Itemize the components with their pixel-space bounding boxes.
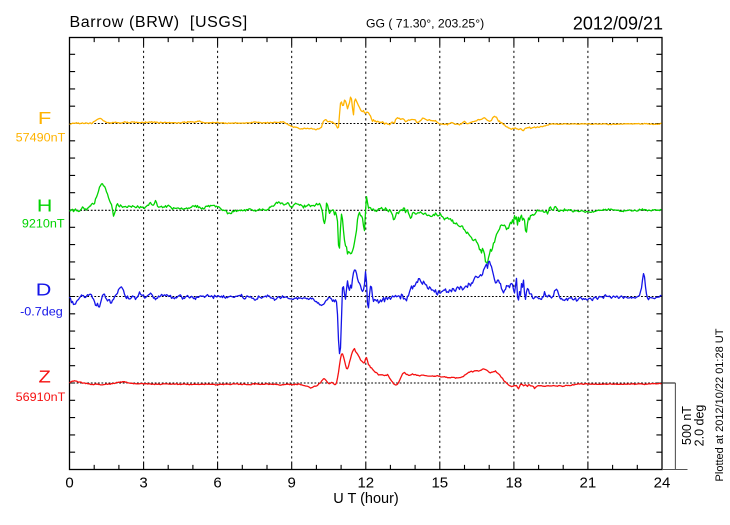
svg-text:12: 12 bbox=[357, 475, 374, 492]
svg-text:U T (hour): U T (hour) bbox=[333, 491, 399, 507]
svg-text:3: 3 bbox=[139, 475, 147, 492]
svg-text:2.0 deg: 2.0 deg bbox=[693, 405, 707, 447]
svg-text:57490nT: 57490nT bbox=[16, 131, 66, 145]
svg-text:0: 0 bbox=[65, 475, 73, 492]
svg-text:Plotted at 2012/10/22 01:28 UT: Plotted at 2012/10/22 01:28 UT bbox=[714, 328, 726, 481]
svg-text:H: H bbox=[37, 196, 52, 216]
svg-text:F: F bbox=[38, 109, 51, 129]
svg-text:9: 9 bbox=[288, 475, 296, 492]
svg-text:56910nT: 56910nT bbox=[16, 390, 66, 404]
svg-text:Barrow (BRW) [USGS]: Barrow (BRW) [USGS] bbox=[70, 14, 248, 31]
svg-text:6: 6 bbox=[213, 475, 221, 492]
svg-text:9210nT: 9210nT bbox=[22, 217, 65, 231]
svg-text:2012/09/21: 2012/09/21 bbox=[573, 13, 663, 33]
svg-text:15: 15 bbox=[431, 475, 448, 492]
svg-text:24: 24 bbox=[654, 475, 671, 492]
svg-text:18: 18 bbox=[506, 475, 523, 492]
svg-text:GG ( 71.30°, 203.25°): GG ( 71.30°, 203.25°) bbox=[366, 16, 484, 30]
svg-text:500 nT: 500 nT bbox=[680, 406, 694, 445]
svg-text:Z: Z bbox=[39, 367, 52, 387]
svg-text:-0.7deg: -0.7deg bbox=[20, 305, 63, 319]
svg-text:21: 21 bbox=[580, 475, 597, 492]
svg-text:D: D bbox=[36, 280, 52, 300]
